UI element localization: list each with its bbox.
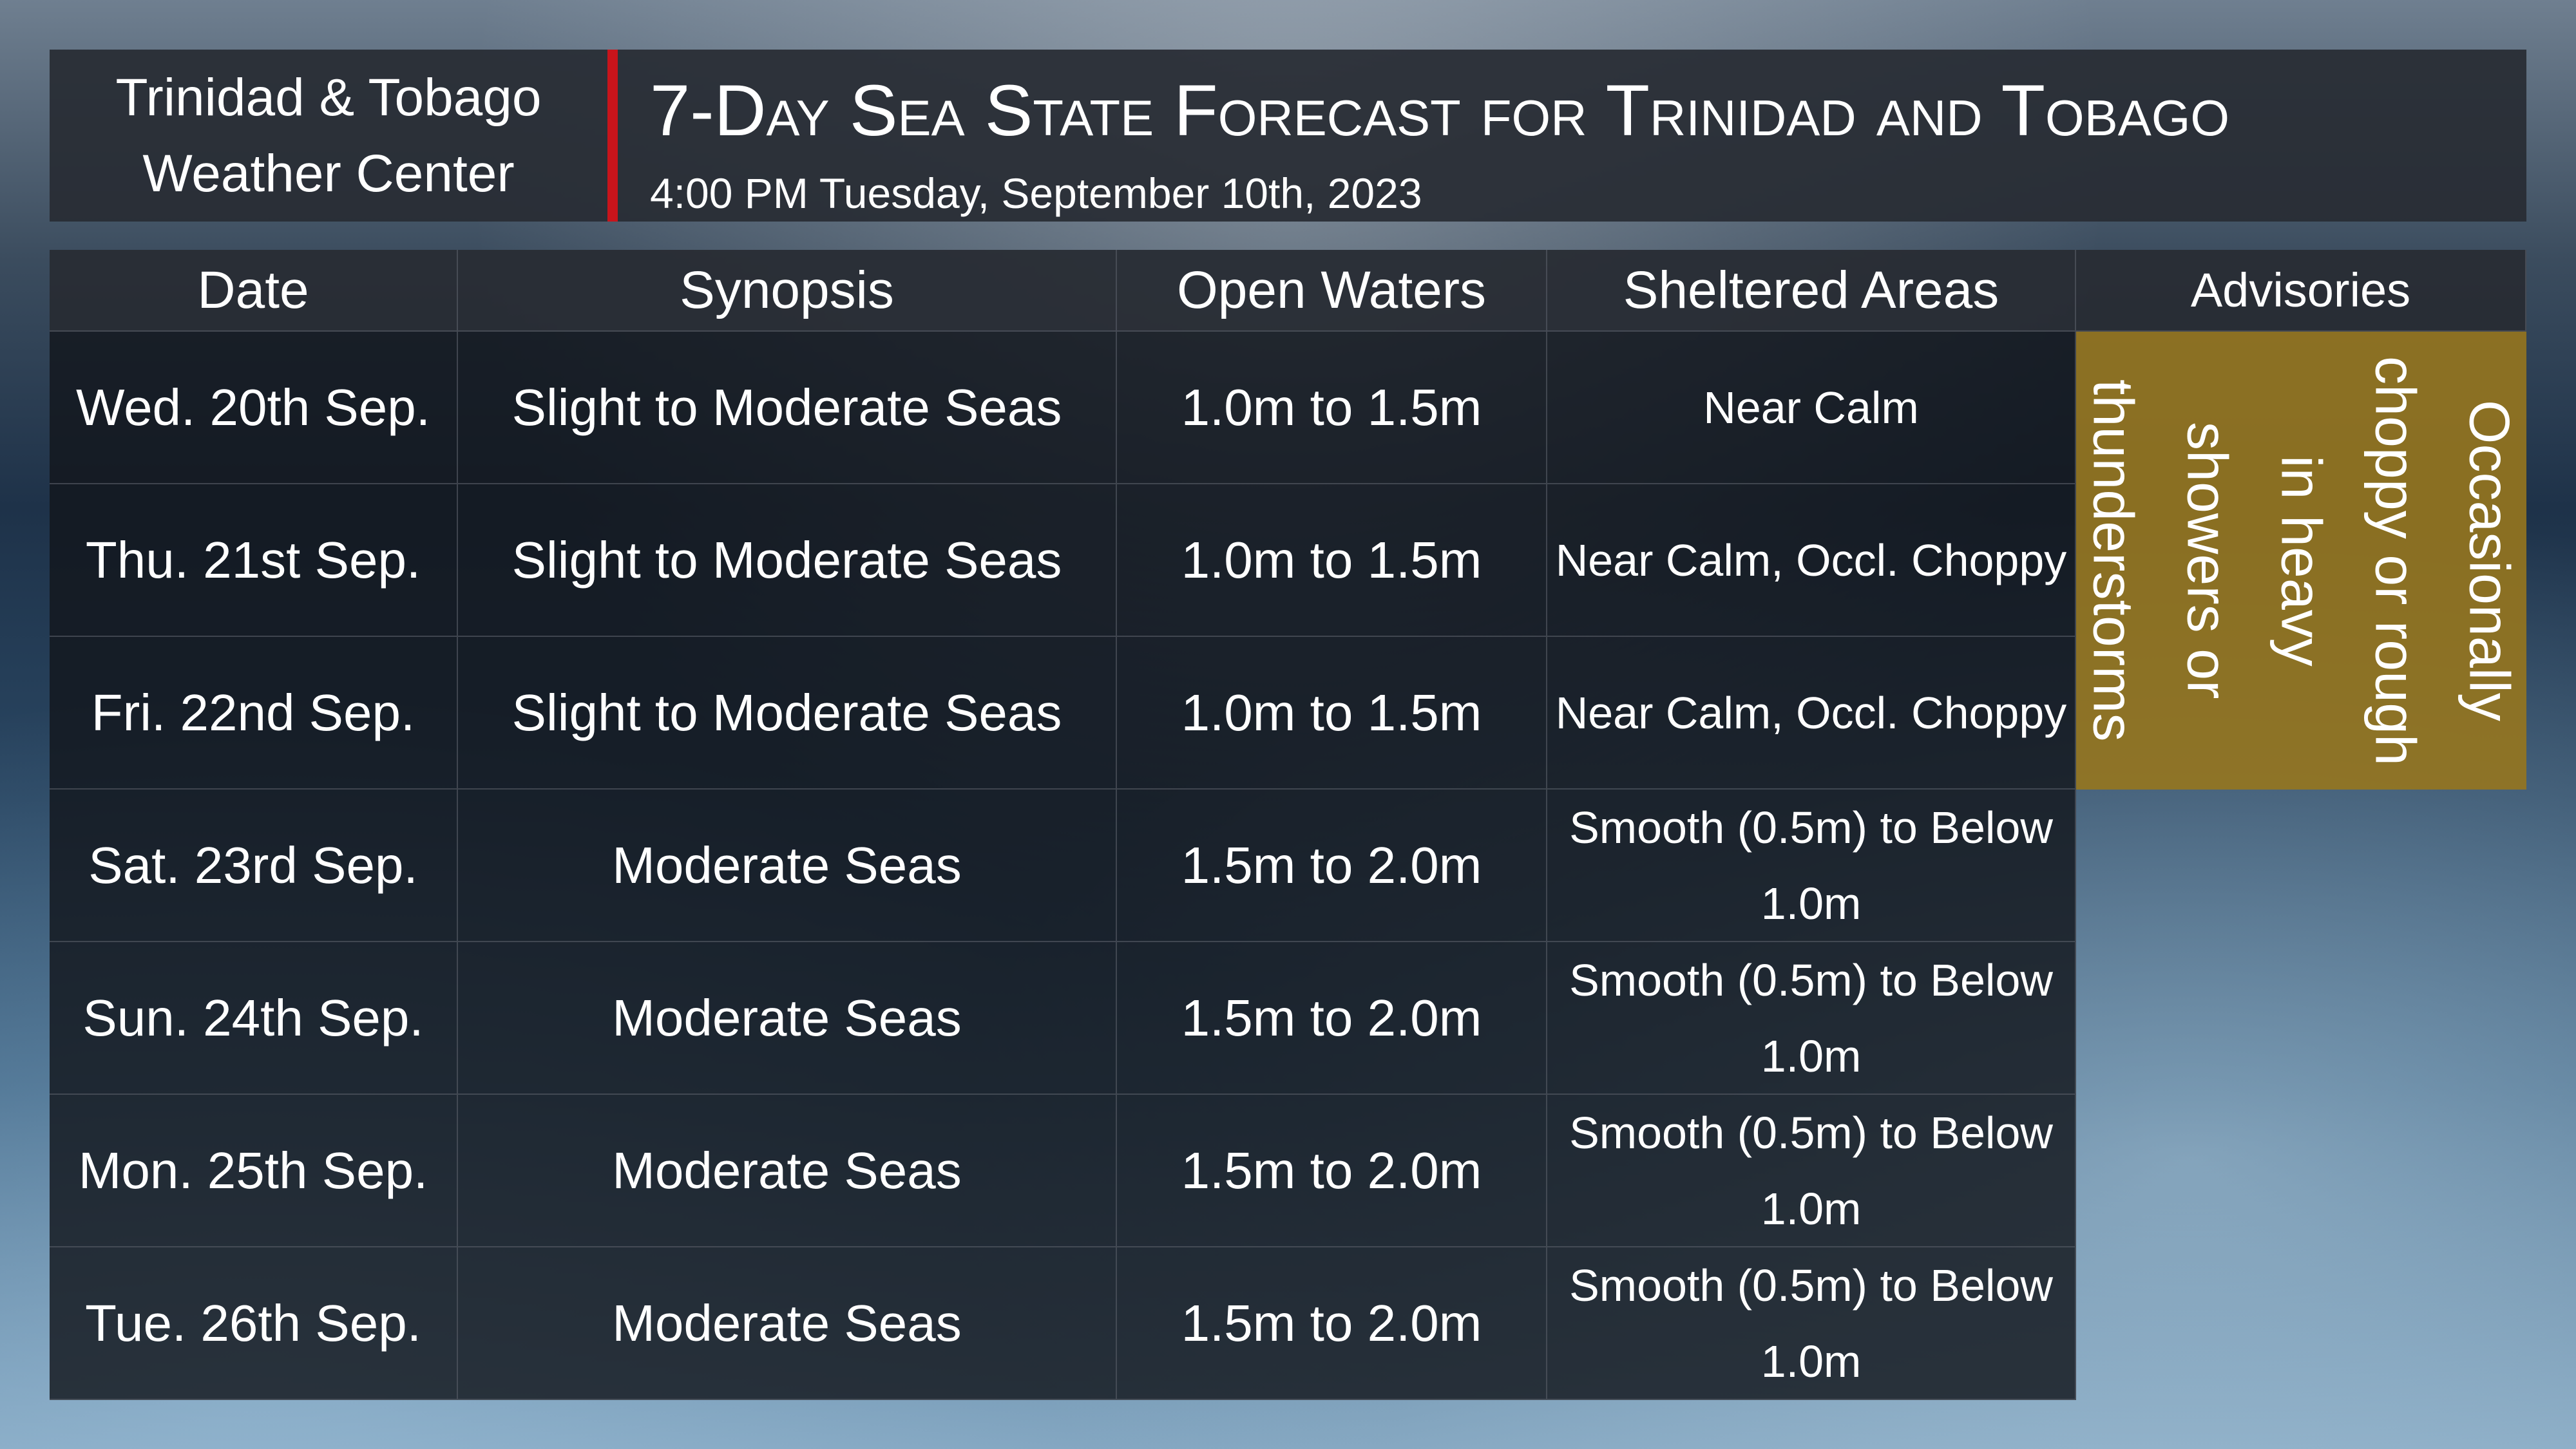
advisory-text: Occasionally choppy or rough in heavy sh… [2081,355,2522,766]
column-header: Advisories [2076,250,2526,332]
header: Trinidad & Tobago Weather Center 7-Day S… [50,50,2526,222]
divider [607,50,618,222]
table-cell: 1.0m to 1.5m [1117,637,1547,790]
title: 7-Day Sea State Forecast for Trinidad an… [650,70,2230,151]
column-header: Sheltered Areas [1547,250,2076,332]
table-cell: 1.5m to 2.0m [1117,942,1547,1095]
advisory-cell: Occasionally choppy or rough in heavy sh… [2076,332,2526,790]
table-cell: 1.0m to 1.5m [1117,332,1547,484]
organization: Trinidad & Tobago Weather Center [50,50,607,222]
column-header: Date [50,250,458,332]
table-cell: Near Calm, Occl. Choppy [1547,637,2076,790]
table-cell: 1.5m to 2.0m [1117,1095,1547,1247]
table-cell: Near Calm [1547,332,2076,484]
table-cell: 1.5m to 2.0m [1117,790,1547,942]
table-cell: Slight to Moderate Seas [458,332,1117,484]
table-cell: 1.5m to 2.0m [1117,1247,1547,1400]
table-cell: Slight to Moderate Seas [458,637,1117,790]
table-cell: Smooth (0.5m) to Below 1.0m [1547,790,2076,942]
table-cell: Near Calm, Occl. Choppy [1547,484,2076,637]
table-cell: Moderate Seas [458,1247,1117,1400]
table-cell: Moderate Seas [458,942,1117,1095]
forecast-table: Date Synopsis Open Waters Sheltered Areas Ad… [50,250,2526,1400]
table-cell: Mon. 25th Sep. [50,1095,458,1247]
table-cell: Fri. 22nd Sep. [50,637,458,790]
table-cell: Slight to Moderate Seas [458,484,1117,637]
table-cell: Smooth (0.5m) to Below 1.0m [1547,1247,2076,1400]
table-cell: Thu. 21st Sep. [50,484,458,637]
table-cell: Tue. 26th Sep. [50,1247,458,1400]
table-cell: Smooth (0.5m) to Below 1.0m [1547,942,2076,1095]
org-line: Trinidad & Tobago [115,68,542,127]
table-cell: Wed. 20th Sep. [50,332,458,484]
issued: 4:00 PM Tuesday, September 10th, 2023 [650,169,1422,217]
column-header: Synopsis [458,250,1117,332]
table-cell: Moderate Seas [458,790,1117,942]
table-cell: Sun. 24th Sep. [50,942,458,1095]
org-line: Weather Center [142,144,515,203]
table-cell: 1.0m to 1.5m [1117,484,1547,637]
column-header: Open Waters [1117,250,1547,332]
table-cell: Sat. 23rd Sep. [50,790,458,942]
table-cell: Moderate Seas [458,1095,1117,1247]
table-cell: Smooth (0.5m) to Below 1.0m [1547,1095,2076,1247]
